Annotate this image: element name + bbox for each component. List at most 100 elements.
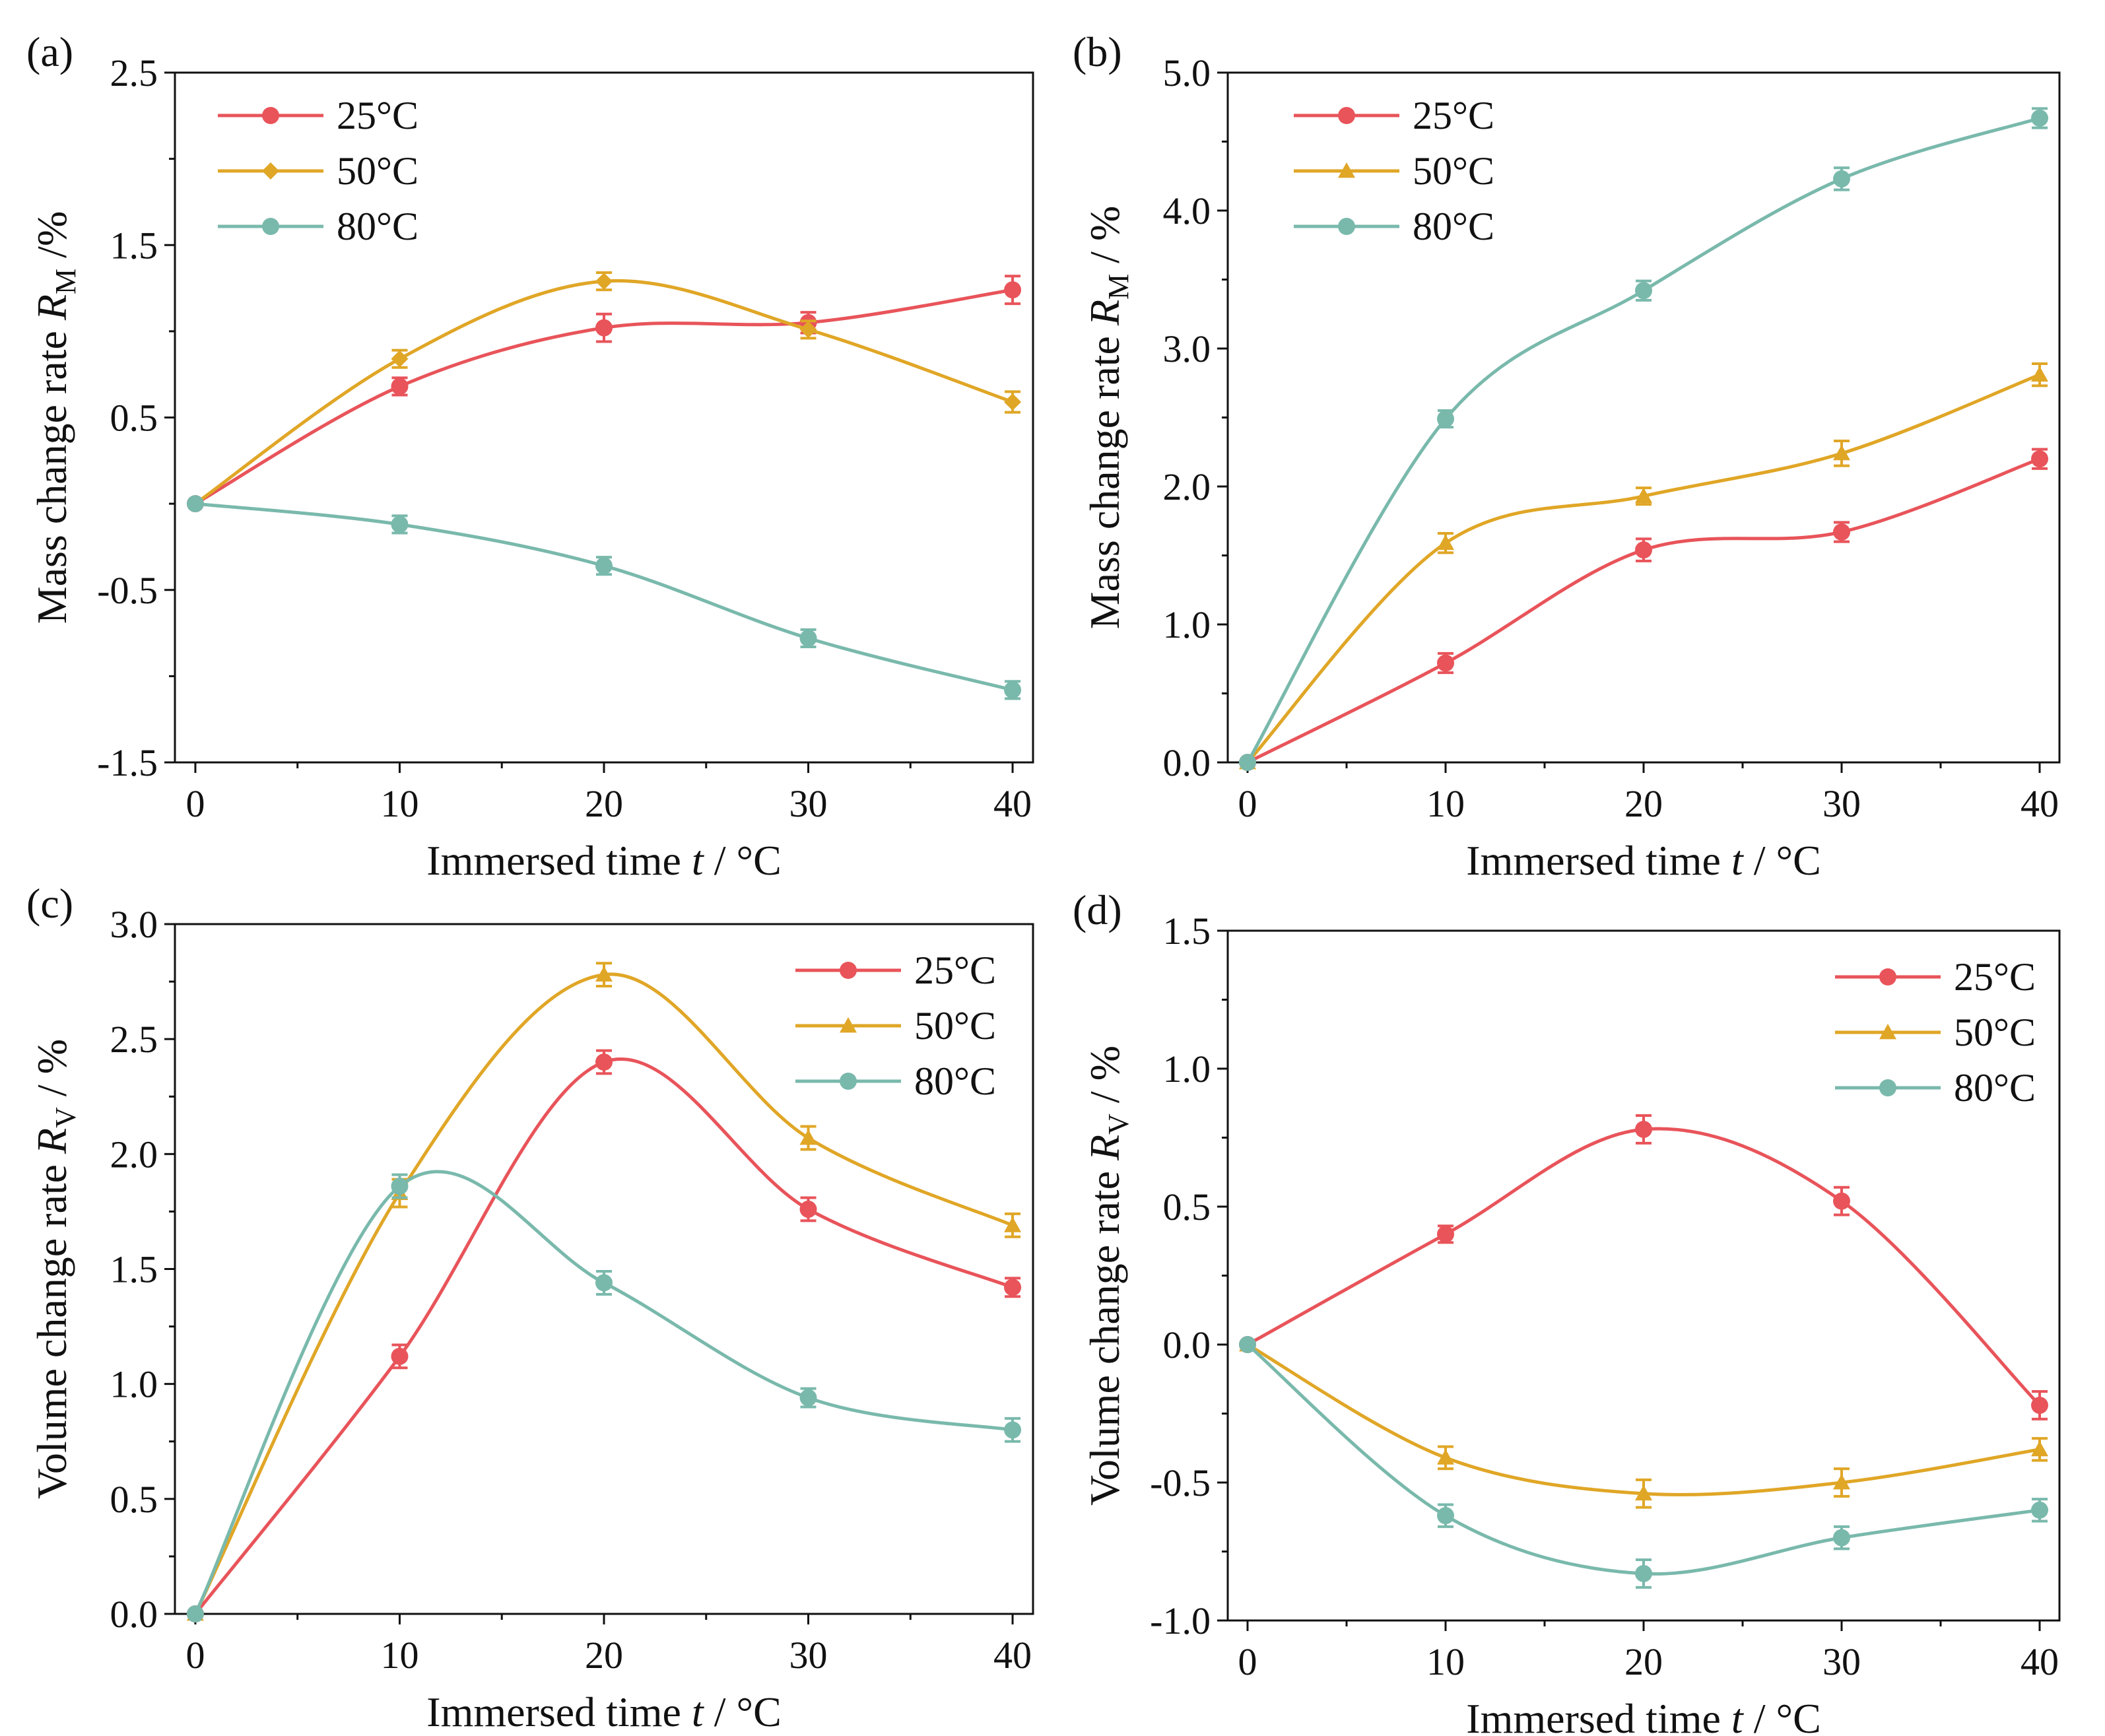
legend-swatch-marker: [1879, 1024, 1896, 1040]
series-line: [193, 1170, 1013, 1615]
data-point: [2031, 109, 2048, 127]
legend: 25°C 50°C 80°C: [1294, 94, 1494, 248]
legend-label: 25°C: [1954, 955, 2036, 999]
y-tick-label: 1.0: [110, 1363, 158, 1406]
y-axis-variable: R: [1081, 1135, 1128, 1161]
legend-label: 80°C: [1413, 205, 1494, 248]
x-tick-label: 40: [2021, 1640, 2059, 1683]
data-point: [595, 1274, 613, 1292]
x-axis-label: Immersed time t / °C: [1466, 837, 1821, 884]
data-point: [1437, 1449, 1454, 1465]
y-tick-label: 2.5: [110, 1018, 158, 1061]
data-point: [1437, 534, 1454, 551]
y-tick-label: 0.0: [110, 1593, 158, 1636]
x-axis-unit: / °C: [1743, 837, 1821, 884]
x-tick-label: 30: [789, 1634, 828, 1677]
y-tick-label: 5.0: [1163, 51, 1211, 94]
x-tick-label: 0: [185, 782, 205, 825]
y-axis-variable: R: [28, 294, 75, 321]
data-point: [1004, 1279, 1022, 1296]
x-tick-label: 0: [1238, 1640, 1257, 1683]
x-axis-label: Immersed time t / °C: [426, 837, 782, 884]
series-2: [1239, 362, 2048, 770]
y-axis-variable: R: [1081, 300, 1128, 326]
legend-swatch-marker: [262, 107, 279, 124]
y-tick-label: 4.0: [1163, 189, 1211, 232]
legend-label: 50°C: [914, 1004, 996, 1048]
y-axis-unit: / %: [1081, 206, 1128, 274]
data-point: [1004, 281, 1022, 299]
series-line: [1246, 116, 2040, 764]
data-point: [391, 378, 409, 395]
data-point: [1004, 1217, 1022, 1232]
series-3: [1239, 1336, 2048, 1589]
y-tick-label: 1.5: [1163, 910, 1211, 952]
y-axis-label-text: Mass change rate: [1081, 336, 1128, 629]
data-point: [595, 557, 613, 575]
y-tick-label: 3.0: [1163, 327, 1211, 370]
panel-label: (d): [1073, 886, 1122, 933]
data-point: [1833, 1192, 1850, 1210]
data-point: [186, 1605, 204, 1622]
y-tick-label: -0.5: [1150, 1461, 1211, 1504]
y-tick-label: -0.5: [97, 569, 158, 612]
data-point: [595, 1053, 613, 1071]
chart-panel-3: (c) 0.0 0.5 1.0 1.5 2.0 2.5 3.0 0 10 20 30 40 Immerse…: [26, 880, 1034, 1735]
y-tick-label: 0.5: [110, 397, 158, 440]
panel-label: (c): [26, 880, 73, 927]
y-tick-label: 1.0: [1163, 603, 1211, 646]
x-tick-label: 0: [1238, 782, 1257, 825]
legend-swatch-marker: [1879, 968, 1896, 985]
data-point: [799, 629, 817, 647]
y-axis-label-text: Volume change rate: [28, 1164, 75, 1499]
data-point: [1437, 1225, 1454, 1243]
chart-panel-4: (d) -1.0 -0.5 0.0 0.5 1.0 1.5 0 10 20 30 40 Immersed…: [1073, 886, 2061, 1736]
x-tick-label: 40: [993, 782, 1032, 825]
legend-label: 25°C: [337, 94, 418, 137]
data-point: [799, 321, 817, 339]
data-point: [1437, 1507, 1454, 1525]
data-point: [1635, 282, 1652, 300]
legend-swatch-marker: [840, 1073, 857, 1090]
data-point: [2031, 366, 2048, 382]
data-point: [391, 350, 409, 368]
x-tick-label: 30: [789, 782, 828, 825]
plot-frame: [174, 71, 1034, 764]
x-tick-label: 10: [1426, 1640, 1465, 1683]
data-point: [391, 516, 409, 533]
x-axis-unit: / °C: [1743, 1695, 1821, 1736]
y-axis-subscript: V: [1102, 1114, 1135, 1135]
y-axis-label: Volume change rate RV / %: [1081, 1046, 1135, 1506]
x-axis-label-text: Immersed time: [1466, 837, 1721, 884]
y-tick-label: -1.5: [97, 741, 158, 784]
x-tick-label: 20: [1624, 782, 1663, 825]
series-line: [1246, 373, 2040, 764]
legend-label: 25°C: [914, 949, 996, 992]
y-tick-label: -1.0: [1150, 1599, 1211, 1642]
series-3: [186, 495, 1022, 700]
x-axis-label: Immersed time t / °C: [1466, 1695, 1821, 1736]
data-point: [1004, 1421, 1022, 1439]
y-axis-variable: R: [28, 1128, 75, 1154]
x-tick-label: 10: [380, 1634, 418, 1677]
series-2: [186, 271, 1022, 513]
plot-frame: [174, 923, 1034, 1615]
y-axis-unit: / %: [28, 1039, 75, 1107]
series-1: [186, 1049, 1022, 1622]
data-point: [1635, 541, 1652, 559]
x-tick-label: 10: [1426, 782, 1465, 825]
data-point: [799, 1129, 817, 1145]
legend-label: 80°C: [914, 1059, 996, 1103]
y-axis-subscript: V: [50, 1107, 82, 1128]
series-1: [1239, 1114, 2048, 1420]
data-point: [1833, 1529, 1850, 1547]
legend: 25°C 50°C 80°C: [218, 94, 418, 248]
series-line: [195, 502, 1013, 692]
panel-label: (b): [1073, 28, 1122, 75]
y-axis-label-text: Mass change rate: [28, 331, 75, 624]
panel-label: (a): [26, 28, 73, 75]
legend: 25°C 50°C 80°C: [1835, 955, 2036, 1110]
data-point: [595, 319, 613, 337]
data-point: [1437, 410, 1454, 428]
